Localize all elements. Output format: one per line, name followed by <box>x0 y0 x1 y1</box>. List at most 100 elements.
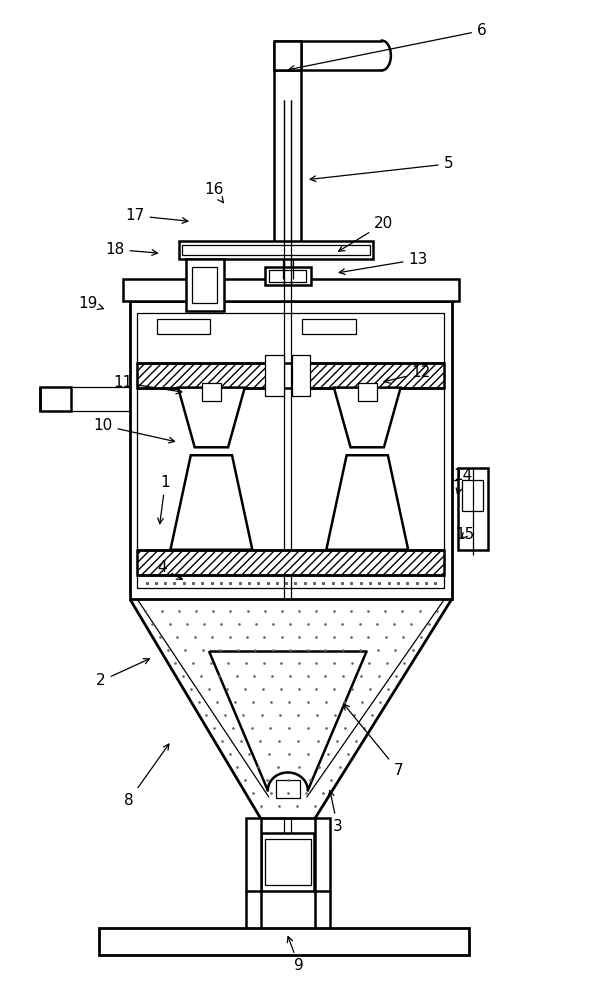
Text: 19: 19 <box>78 296 103 311</box>
Point <box>412 575 422 591</box>
Point <box>412 575 422 591</box>
Point <box>402 575 412 591</box>
Text: 15: 15 <box>455 527 474 542</box>
Point <box>309 575 319 591</box>
Point <box>216 575 226 591</box>
Point <box>328 575 338 591</box>
Bar <box>179 241 373 259</box>
Point <box>170 575 179 591</box>
Point <box>300 575 310 591</box>
Point <box>309 575 319 591</box>
Point <box>244 575 254 591</box>
Point <box>225 575 235 591</box>
Point <box>337 575 347 591</box>
Point <box>402 575 412 591</box>
Point <box>263 575 272 591</box>
Point <box>421 575 431 591</box>
Point <box>263 575 272 591</box>
Point <box>291 575 300 591</box>
Point <box>291 575 300 591</box>
Point <box>225 575 235 591</box>
Point <box>328 575 338 591</box>
Point <box>365 575 375 591</box>
Bar <box>138 313 444 588</box>
Point <box>337 575 347 591</box>
Point <box>244 575 254 591</box>
Point <box>179 575 188 591</box>
Point <box>253 575 263 591</box>
Point <box>282 575 291 591</box>
Point <box>225 575 235 591</box>
Point <box>179 575 188 591</box>
Point <box>291 575 300 591</box>
Text: 8: 8 <box>124 744 169 808</box>
Point <box>384 575 394 591</box>
Bar <box>186 259 223 311</box>
Text: 9: 9 <box>288 937 304 973</box>
Point <box>272 575 282 591</box>
Point <box>346 575 356 591</box>
Point <box>198 575 207 591</box>
Point <box>375 575 384 591</box>
Point <box>216 575 226 591</box>
Point <box>160 575 170 591</box>
Point <box>430 575 440 591</box>
Point <box>365 575 375 591</box>
Point <box>430 575 440 591</box>
Bar <box>269 270 306 282</box>
Point <box>160 575 170 591</box>
Point <box>170 575 179 591</box>
Point <box>253 575 263 591</box>
Point <box>393 575 403 591</box>
Point <box>151 575 161 591</box>
Point <box>282 575 291 591</box>
Point <box>300 575 310 591</box>
Bar <box>246 818 261 891</box>
Point <box>151 575 161 591</box>
Point <box>198 575 207 591</box>
Point <box>430 575 440 591</box>
Point <box>318 575 328 591</box>
Point <box>291 575 300 591</box>
Point <box>402 575 412 591</box>
Point <box>235 575 245 591</box>
Point <box>412 575 422 591</box>
Point <box>282 575 291 591</box>
Point <box>141 575 151 591</box>
Point <box>272 575 282 591</box>
Point <box>263 575 272 591</box>
Point <box>346 575 356 591</box>
Point <box>141 575 151 591</box>
Point <box>272 575 282 591</box>
Point <box>235 575 245 591</box>
Point <box>235 575 245 591</box>
Point <box>356 575 365 591</box>
Point <box>384 575 394 591</box>
Text: 17: 17 <box>125 208 188 223</box>
Point <box>253 575 263 591</box>
Point <box>365 575 375 591</box>
Bar <box>315 818 330 891</box>
Point <box>170 575 179 591</box>
Point <box>225 575 235 591</box>
Point <box>356 575 365 591</box>
Bar <box>266 355 283 396</box>
Point <box>375 575 384 591</box>
Point <box>421 575 431 591</box>
Point <box>300 575 310 591</box>
Point <box>188 575 198 591</box>
Point <box>393 575 403 591</box>
Point <box>291 575 300 591</box>
Point <box>300 575 310 591</box>
Point <box>393 575 403 591</box>
Text: 1: 1 <box>158 475 170 524</box>
Point <box>225 575 235 591</box>
Point <box>207 575 217 591</box>
Point <box>375 575 384 591</box>
Point <box>356 575 365 591</box>
Point <box>141 575 151 591</box>
Point <box>337 575 347 591</box>
Point <box>216 575 226 591</box>
Point <box>412 575 422 591</box>
Text: 12: 12 <box>384 365 431 383</box>
